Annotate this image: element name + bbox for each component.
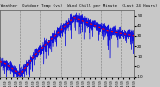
Text: Milwaukee Weather  Outdoor Temp (vs)  Wind Chill per Minute  (Last 24 Hours): Milwaukee Weather Outdoor Temp (vs) Wind… bbox=[0, 4, 157, 8]
